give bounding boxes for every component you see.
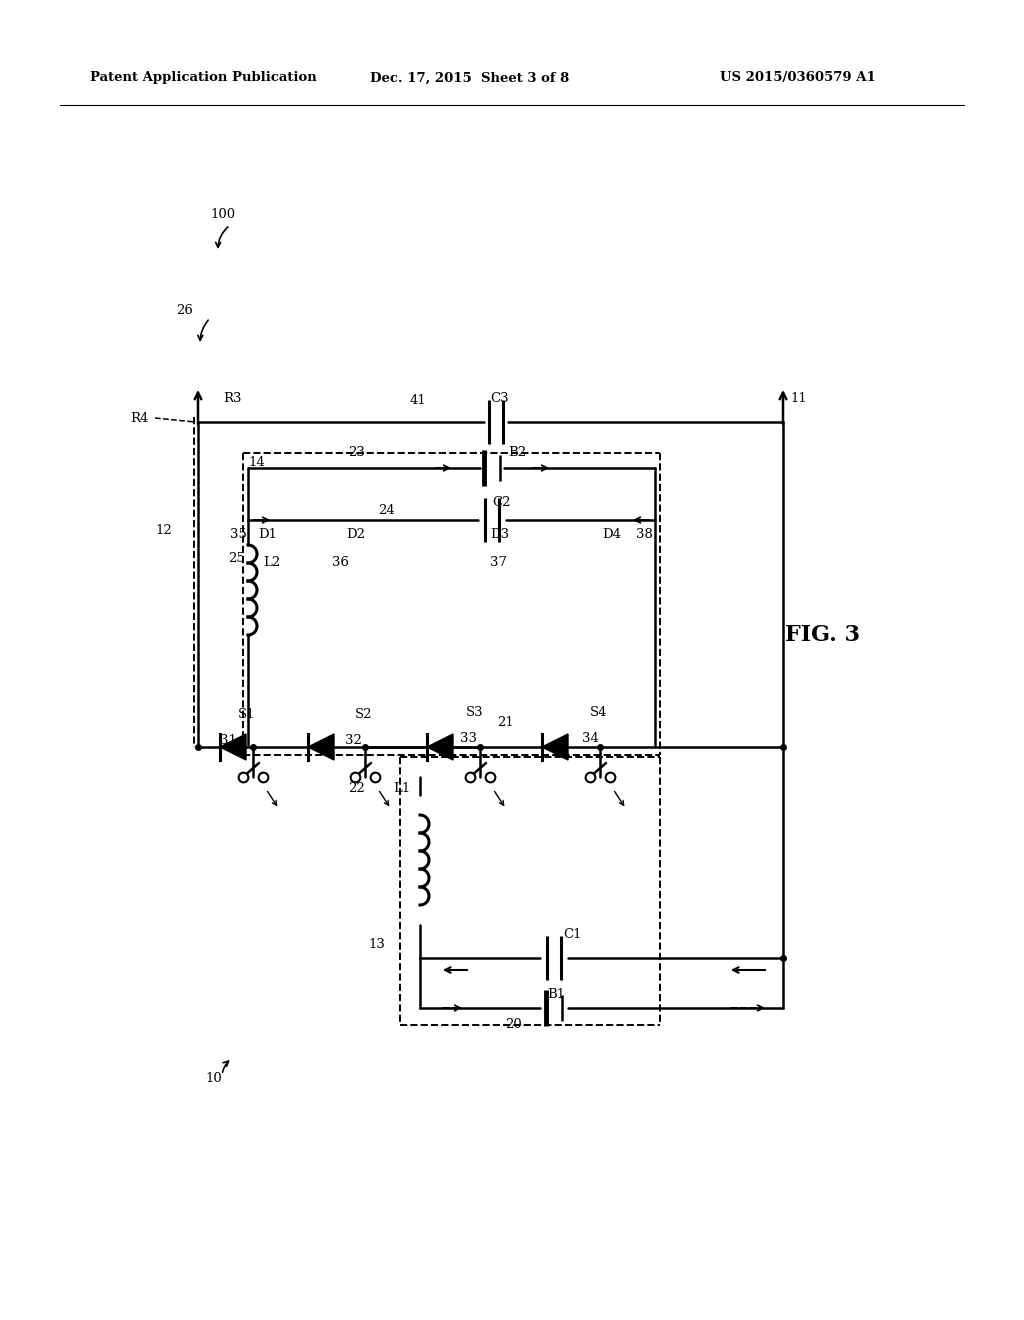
Text: 10: 10	[205, 1072, 222, 1085]
Polygon shape	[542, 734, 568, 760]
Text: B2: B2	[508, 446, 526, 458]
Text: 31: 31	[220, 734, 237, 747]
Text: US 2015/0360579 A1: US 2015/0360579 A1	[720, 71, 876, 84]
Text: 25: 25	[228, 552, 245, 565]
Text: 24: 24	[378, 503, 394, 516]
Text: 36: 36	[332, 557, 349, 569]
Polygon shape	[220, 734, 246, 760]
Text: S1: S1	[238, 709, 256, 722]
Text: 23: 23	[348, 446, 365, 459]
Text: 22: 22	[348, 781, 365, 795]
Text: 37: 37	[490, 557, 507, 569]
Text: 32: 32	[345, 734, 361, 747]
Text: R4: R4	[130, 412, 148, 425]
Text: 100: 100	[210, 209, 236, 222]
Text: FIG. 3: FIG. 3	[785, 624, 860, 645]
Text: 14: 14	[248, 455, 265, 469]
Text: S2: S2	[355, 709, 373, 722]
Text: D4: D4	[602, 528, 621, 541]
Text: L2: L2	[263, 557, 281, 569]
Text: 12: 12	[155, 524, 172, 536]
Text: D3: D3	[490, 528, 509, 541]
Text: 34: 34	[582, 731, 599, 744]
Text: R3: R3	[223, 392, 242, 404]
Text: B1: B1	[547, 989, 565, 1002]
Text: 20: 20	[505, 1019, 522, 1031]
Polygon shape	[308, 734, 334, 760]
Text: C1: C1	[563, 928, 582, 941]
Text: L1: L1	[393, 781, 411, 795]
Text: 38: 38	[636, 528, 653, 541]
Text: 41: 41	[410, 393, 427, 407]
Text: 21: 21	[497, 715, 514, 729]
Text: D2: D2	[346, 528, 365, 541]
Text: S3: S3	[466, 705, 483, 718]
Text: 33: 33	[460, 731, 477, 744]
Text: D1: D1	[258, 528, 278, 541]
Text: S4: S4	[590, 705, 607, 718]
Text: Dec. 17, 2015  Sheet 3 of 8: Dec. 17, 2015 Sheet 3 of 8	[370, 71, 569, 84]
Polygon shape	[427, 734, 453, 760]
Text: 13: 13	[368, 939, 385, 952]
Text: C3: C3	[490, 392, 509, 404]
Text: Patent Application Publication: Patent Application Publication	[90, 71, 316, 84]
Text: 35: 35	[230, 528, 247, 541]
Text: 11: 11	[790, 392, 807, 404]
Text: 26: 26	[176, 304, 193, 317]
Text: C2: C2	[492, 495, 511, 508]
